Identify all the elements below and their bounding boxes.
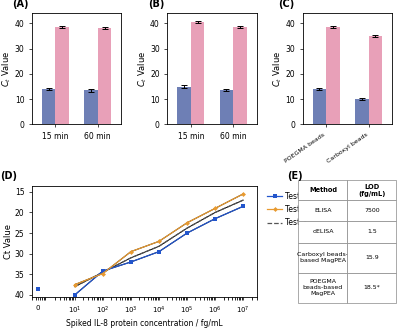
Test 2 [128, 250, 133, 254]
Test 2 [72, 283, 77, 287]
Bar [233, 27, 247, 124]
Bar [313, 89, 326, 124]
Test 2 [185, 221, 190, 225]
Test 2 [213, 206, 218, 210]
Test 3 [100, 270, 105, 274]
Test 3 [128, 256, 133, 260]
Test 1 [213, 217, 218, 221]
Y-axis label: $C_t$ Value: $C_t$ Value [136, 51, 149, 87]
X-axis label: Spiked IL-8 protein concentration / fg/mL: Spiked IL-8 protein concentration / fg/m… [66, 319, 222, 328]
Test 1 [241, 204, 246, 208]
Text: (B): (B) [148, 0, 164, 9]
Test 2 [241, 192, 246, 196]
Line: Test 2: Test 2 [73, 192, 245, 286]
Bar [220, 90, 233, 124]
Bar [98, 28, 111, 124]
Test 3 [185, 226, 190, 230]
Test 1 [72, 293, 77, 297]
Test 1 [156, 250, 161, 254]
Y-axis label: $C_t$ Value: $C_t$ Value [1, 51, 13, 87]
Bar [355, 99, 369, 124]
Line: Test 3: Test 3 [75, 200, 243, 287]
Test 1 [100, 269, 105, 273]
Y-axis label: Ct Value: Ct Value [4, 224, 13, 259]
Test 1 [185, 231, 190, 235]
Bar [42, 89, 55, 124]
Test 3 [213, 211, 218, 214]
Test 3 [72, 285, 77, 289]
Bar [326, 27, 340, 124]
Bar [55, 27, 69, 124]
Text: (A): (A) [12, 0, 29, 9]
Bar [191, 22, 204, 124]
Y-axis label: $C_t$ Value: $C_t$ Value [272, 51, 284, 87]
Text: (D): (D) [0, 171, 18, 181]
Bar [84, 90, 98, 124]
Bar [177, 86, 191, 124]
Test 2 [156, 239, 161, 243]
Test 1 [128, 260, 133, 264]
Test 2 [100, 272, 105, 276]
Text: (C): (C) [278, 0, 294, 9]
Test 3 [156, 244, 161, 248]
Line: Test 1: Test 1 [73, 204, 245, 297]
Text: (E): (E) [287, 171, 302, 181]
Bar [369, 36, 382, 124]
Test 3 [241, 198, 246, 202]
Legend: Test 1, Test 2, Test 3: Test 1, Test 2, Test 3 [265, 189, 310, 229]
